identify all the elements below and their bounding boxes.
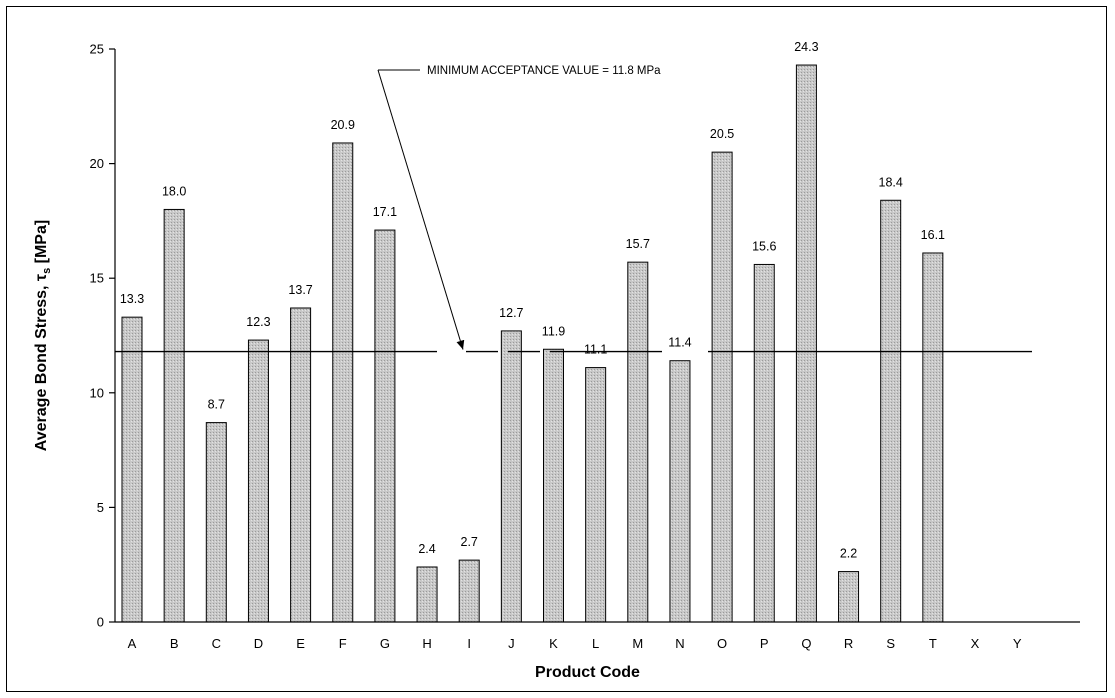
bar-H (416, 566, 438, 623)
bar-L (585, 367, 607, 623)
data-label-H: 2.4 (418, 542, 435, 556)
data-label-A: 13.3 (120, 292, 144, 306)
data-label-E: 13.7 (288, 283, 312, 297)
y-axis-title-unit: [MPa] (33, 220, 50, 268)
bar-N (669, 360, 691, 623)
x-tick-label-X: X (971, 636, 980, 651)
bar-T (922, 252, 944, 623)
x-tick-label-G: G (380, 636, 390, 651)
data-label-N: 11.4 (668, 336, 691, 350)
x-tick-label-C: C (212, 636, 221, 651)
bar-A (121, 316, 143, 623)
x-tick-label-N: N (675, 636, 684, 651)
data-label-D: 12.3 (246, 315, 270, 329)
bars: 13.3 18.0 8.7 12.3 13.7 20.9 17.1 2.4 2.7 12.7 11.… (120, 40, 945, 623)
bar-G (374, 229, 396, 623)
data-label-S: 18.4 (879, 175, 903, 189)
bar-D (247, 339, 269, 623)
bar-F (332, 142, 354, 623)
x-tick-label-J: J (508, 636, 515, 651)
y-axis-title-symbol: τ (33, 274, 50, 281)
reference-line-label: MINIMUM ACCEPTANCE VALUE = 11.8 MPa (427, 65, 661, 77)
bar-R (838, 571, 860, 623)
y-tick-label-5: 5 (97, 500, 104, 515)
x-tick-label-Y: Y (1013, 636, 1022, 651)
x-tick-label-K: K (549, 636, 558, 651)
data-label-F: 20.9 (331, 118, 355, 132)
x-tick-label-B: B (170, 636, 179, 651)
data-label-P: 15.6 (752, 239, 776, 253)
data-label-O: 20.5 (710, 127, 734, 141)
bar-E (290, 307, 312, 623)
bar-O (711, 151, 733, 623)
data-label-G: 17.1 (373, 205, 397, 219)
annotation-arrow (377, 69, 465, 350)
data-label-K: 11.9 (542, 324, 565, 338)
data-label-B: 18.0 (162, 184, 186, 198)
reference-line-group: MINIMUM ACCEPTANCE VALUE = 11.8 MPa (115, 65, 1032, 353)
data-label-J: 12.7 (499, 306, 523, 320)
bar-B (163, 208, 185, 623)
y-tick-label-20: 20 (90, 156, 104, 171)
x-tick-label-O: O (717, 636, 727, 651)
chart-frame (6, 6, 1107, 692)
y-tick-label-10: 10 (90, 385, 104, 400)
x-tick-label-R: R (844, 636, 853, 651)
x-tick-label-F: F (339, 636, 347, 651)
bar-Q (795, 64, 817, 623)
y-tick-label-25: 25 (90, 42, 104, 57)
x-tick-label-I: I (467, 636, 471, 651)
y-axis-title-subscript: s (41, 268, 53, 274)
x-tick-label-A: A (128, 636, 137, 651)
y-tick-label-15: 15 (90, 271, 104, 286)
y-axis: 0 5 10 15 20 25 (90, 42, 116, 630)
bar-K (543, 348, 564, 623)
x-tick-label-Q: Q (801, 636, 811, 651)
y-tick-label-0: 0 (97, 615, 104, 630)
data-label-L: 11.1 (584, 343, 607, 357)
bar-I (458, 559, 480, 623)
data-label-R: 2.2 (840, 547, 857, 561)
data-label-T: 16.1 (921, 228, 945, 242)
x-tick-label-S: S (886, 636, 895, 651)
x-tick-label-T: T (929, 636, 937, 651)
data-label-M: 15.7 (626, 237, 650, 251)
data-label-C: 8.7 (208, 398, 225, 412)
y-axis-title-main: Average Bond Stress, (33, 281, 50, 451)
x-axis-title: Product Code (535, 664, 640, 681)
x-tick-label-M: M (632, 636, 643, 651)
bar-M (627, 261, 649, 623)
bar-C (205, 422, 227, 623)
x-tick-label-H: H (422, 636, 431, 651)
x-tick-label-P: P (760, 636, 769, 651)
x-tick-label-E: E (296, 636, 305, 651)
x-tick-label-L: L (592, 636, 599, 651)
y-axis-title: Average Bond Stress, τs [MPa] (33, 220, 53, 451)
bar-J (500, 330, 522, 623)
bar-S (880, 199, 902, 623)
data-label-Q: 24.3 (794, 40, 818, 54)
data-label-I: 2.7 (461, 535, 478, 549)
x-tick-label-D: D (254, 636, 263, 651)
bar-P (753, 263, 775, 623)
